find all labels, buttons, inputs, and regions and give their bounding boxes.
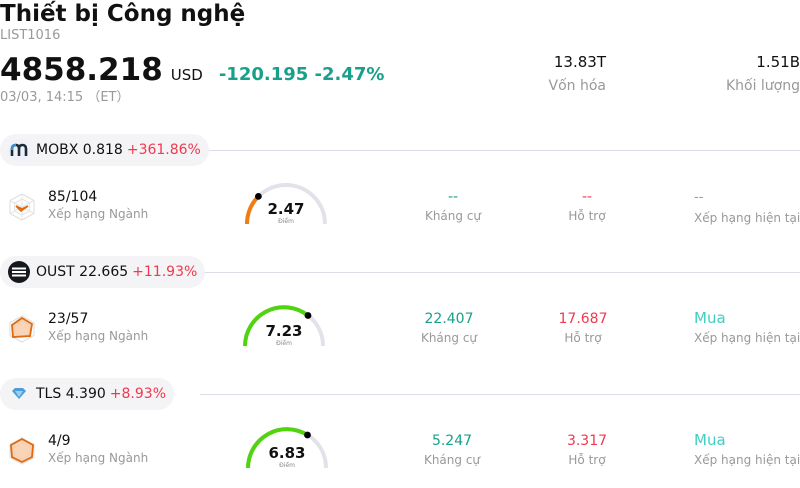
support: 3.317 Hỗ trợ — [542, 432, 632, 468]
stock-price: 22.665 — [79, 264, 129, 280]
divider — [200, 150, 800, 151]
resistance-label: Kháng cự — [423, 453, 481, 467]
score-value: 7.23 — [265, 322, 303, 340]
industry-rank: 85/104 — [48, 189, 98, 205]
score-label: Điểm — [276, 340, 292, 347]
rating-label: Xếp hạng hiện tại — [694, 211, 800, 225]
stock-row-tls: 4/9 Xếp hạng Ngành 6.83 Điểm 5.247 Kháng… — [0, 424, 800, 480]
price-row: 4858.218 USD -120.195 -2.47% — [0, 52, 384, 88]
stock-price: 0.818 — [82, 142, 123, 158]
stock-pill-tls[interactable]: TLS 4.390 +8.93% — [0, 378, 175, 410]
stock-change-pct: +361.86% — [126, 142, 201, 158]
index-price: 4858.218 — [0, 52, 163, 88]
support-label: Hỗ trợ — [564, 331, 602, 345]
price-change: -120.195 -2.47% — [218, 64, 385, 85]
market-cap-label: Vốn hóa — [548, 78, 606, 94]
score-value: 6.83 — [268, 444, 306, 462]
stock-header-mobx: MOBX 0.818 +361.86% — [0, 134, 800, 166]
volume-stat: 1.51B Khối lượng — [726, 52, 800, 96]
industry-rank-label: Xếp hạng Ngành — [48, 329, 149, 343]
stock-symbol: OUST — [36, 264, 75, 280]
stock-price: 4.390 — [65, 386, 106, 402]
score-value: 2.47 — [267, 200, 305, 218]
stock-row-mobx: 85/104 Xếp hạng Ngành 2.47 Điểm -- Kháng… — [0, 180, 800, 236]
divider — [200, 394, 800, 395]
stock-pill-mobx[interactable]: MOBX 0.818 +361.86% — [0, 134, 209, 166]
resistance: -- Kháng cự — [408, 188, 498, 224]
mobx-logo-icon — [8, 139, 30, 161]
resistance-value: -- — [447, 189, 459, 205]
rating-value: Mua — [694, 431, 726, 449]
score-gauge: 2.47 Điểm — [240, 180, 332, 232]
support-label: Hỗ trợ — [568, 209, 606, 223]
stock-symbol: MOBX — [36, 142, 79, 158]
rating-value: Mua — [694, 309, 726, 327]
market-cap-value: 13.83T — [553, 53, 606, 71]
volume-label: Khối lượng — [725, 78, 800, 94]
current-rating: Mua Xếp hạng hiện tại — [694, 308, 800, 346]
score-gauge: 6.83 Điểm — [241, 424, 333, 476]
industry-rank-label: Xếp hạng Ngành — [48, 207, 149, 221]
industry-rank: 23/57 — [48, 311, 89, 327]
industry-rank: 4/9 — [48, 433, 71, 449]
support-label: Hỗ trợ — [568, 453, 606, 467]
divider — [200, 272, 800, 273]
oust-logo-icon — [8, 261, 30, 283]
support: 17.687 Hỗ trợ — [538, 310, 628, 346]
stock-header-oust: OUST 22.665 +11.93% — [0, 256, 800, 288]
rating-value: -- — [694, 190, 704, 205]
stock-header-tls: TLS 4.390 +8.93% — [0, 378, 800, 410]
resistance-label: Kháng cự — [424, 209, 482, 223]
current-rating: -- Xếp hạng hiện tại — [694, 188, 800, 226]
rating-label: Xếp hạng hiện tại — [694, 331, 800, 345]
radar-rank-icon — [9, 193, 35, 221]
timestamp: 03/03, 14:15 （ET） — [0, 90, 130, 105]
resistance: 5.247 Kháng cự — [407, 432, 497, 468]
resistance-value: 5.247 — [431, 433, 473, 449]
support: -- Hỗ trợ — [542, 188, 632, 224]
index-code: LIST1016 — [0, 28, 61, 43]
current-rating: Mua Xếp hạng hiện tại — [694, 430, 800, 468]
support-value: -- — [581, 189, 593, 205]
stock-change-pct: +8.93% — [109, 386, 167, 402]
resistance-label: Kháng cự — [420, 331, 478, 345]
resistance-value: 22.407 — [424, 311, 474, 327]
score-gauge: 7.23 Điểm — [238, 302, 330, 354]
volume-value: 1.51B — [756, 53, 800, 71]
tls-logo-icon — [8, 383, 30, 405]
market-cap-stat: 13.83T Vốn hóa — [549, 52, 606, 96]
stock-symbol: TLS — [36, 386, 62, 402]
rating-label: Xếp hạng hiện tại — [694, 453, 800, 467]
stock-pill-oust[interactable]: OUST 22.665 +11.93% — [0, 256, 206, 288]
resistance: 22.407 Kháng cự — [404, 310, 494, 346]
stock-change-pct: +11.93% — [132, 264, 198, 280]
radar-rank-icon — [9, 315, 35, 343]
industry-rank-label: Xếp hạng Ngành — [48, 451, 149, 465]
stock-row-oust: 23/57 Xếp hạng Ngành 7.23 Điểm 22.407 Kh… — [0, 302, 800, 358]
score-label: Điểm — [279, 462, 295, 469]
support-value: 17.687 — [558, 311, 608, 327]
currency: USD — [170, 66, 203, 84]
radar-rank-icon — [9, 437, 35, 465]
page-title: Thiết bị Công nghệ — [0, 1, 246, 27]
support-value: 3.317 — [566, 433, 608, 449]
score-label: Điểm — [278, 218, 294, 225]
